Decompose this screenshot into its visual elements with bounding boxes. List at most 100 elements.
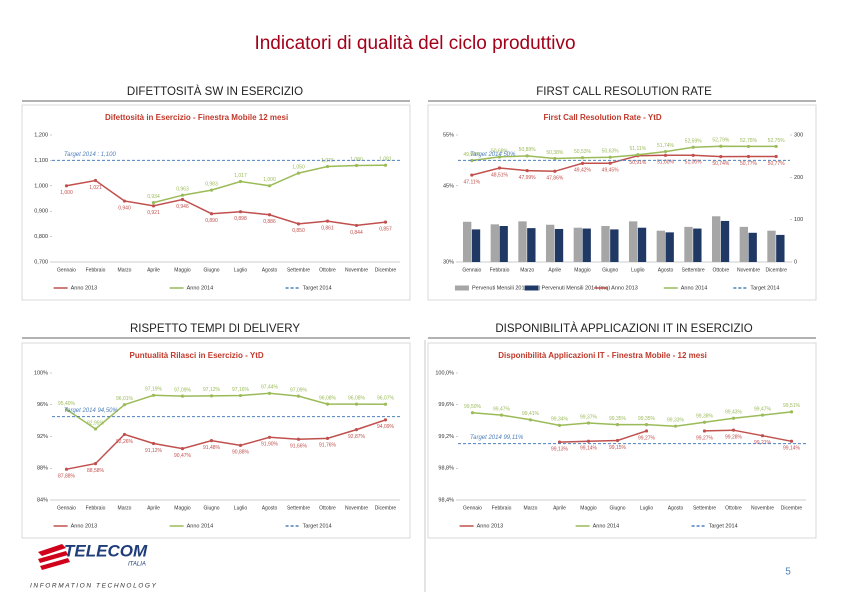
point (383, 418, 388, 422)
line-series (471, 154, 777, 176)
panel-heading: RISPETTO TEMPI DI DELIVERY (130, 323, 300, 335)
point (151, 200, 156, 205)
data-label: 50,74% (712, 161, 730, 167)
point (383, 163, 388, 167)
data-label: 0,850 (292, 228, 305, 234)
data-label: 99,47% (493, 406, 511, 412)
point (238, 179, 243, 184)
point (238, 443, 243, 447)
data-label: 1,050 (292, 164, 305, 170)
x-tick-label: Marzo (118, 505, 132, 511)
x-tick-label: Settembre (287, 505, 310, 511)
data-label: 1,081 (379, 157, 392, 163)
data-label: 47,11% (464, 179, 481, 185)
x-tick-label: Agosto (262, 267, 278, 273)
y-tick-label: 99,6% (438, 402, 454, 408)
chart-frame (21, 104, 411, 301)
data-label: 51,00% (685, 160, 703, 166)
data-label: 52,75% (768, 138, 786, 144)
point (702, 420, 707, 424)
point (325, 219, 330, 223)
bar (582, 228, 591, 262)
point (719, 155, 723, 159)
logo: TELECOM ITALIA (38, 541, 148, 570)
point (702, 429, 707, 433)
chart: Disponibilità Applicazioni IT - Finestra… (427, 342, 817, 539)
point (553, 156, 557, 161)
data-label: 97,44% (261, 385, 279, 391)
point (267, 184, 272, 188)
point (553, 169, 557, 173)
bar (711, 216, 721, 262)
x-tick-label: Luglio (631, 267, 645, 273)
y-tick-label: 1,100 (34, 158, 48, 164)
data-label: 50,77% (768, 161, 786, 167)
data-label: 90,88% (232, 450, 250, 456)
chart: Puntualità Rilasci in Esercizio - YtD 84%… (21, 342, 411, 539)
point (180, 193, 185, 197)
point (608, 161, 612, 165)
y-tick-label: 84% (37, 497, 48, 503)
data-label: 51,00% (657, 160, 675, 166)
y-tick-label: 0,900 (34, 209, 48, 215)
data-label: 97,12% (203, 387, 221, 393)
data-label: 94,09% (377, 424, 395, 430)
point (789, 410, 794, 414)
data-label: 52,59% (685, 139, 703, 145)
bar (720, 220, 730, 262)
data-label: 49,45% (602, 168, 620, 174)
point (615, 422, 620, 427)
data-label: 99,35% (638, 416, 656, 422)
legend-label: Anno 2014 (681, 285, 708, 291)
legend-label: Anno 2014 (187, 523, 214, 529)
data-label: 99,37% (580, 414, 598, 420)
y-tick-label: 96% (37, 402, 48, 408)
point (731, 428, 736, 432)
point (209, 212, 214, 216)
data-label: 96,01% (116, 396, 134, 402)
bar (637, 227, 647, 262)
data-label: 52,79% (712, 138, 730, 144)
point (528, 418, 533, 422)
data-label: 0,983 (205, 181, 218, 187)
point (151, 393, 156, 397)
point (64, 467, 69, 471)
x-tick-label: Giugno (203, 267, 219, 273)
y-tick-label: 99,2% (438, 434, 454, 440)
data-label: 99,47% (754, 406, 772, 412)
data-label: 99,51% (783, 403, 801, 409)
bar (462, 221, 472, 262)
data-label: 92,95% (87, 420, 105, 426)
point (354, 402, 359, 406)
y2-tick-label: 0 (794, 259, 797, 265)
x-tick-label: Febbraio (86, 505, 106, 511)
x-tick-label: Novembre (345, 505, 368, 511)
chart-frame (21, 342, 411, 539)
data-label: 0,934 (147, 194, 160, 200)
y-tick-label: 100,0% (435, 370, 454, 376)
point (746, 144, 751, 149)
chart-title: First Call Resolution Rate - YtD (544, 113, 662, 122)
point (122, 432, 127, 437)
bar (684, 226, 693, 262)
bar (628, 221, 638, 262)
point (608, 155, 612, 159)
panel-heading: DIFETTOSITÀ SW IN ESERCIZIO (127, 85, 303, 98)
legend-label: Anno 2013 (611, 285, 638, 291)
point (267, 435, 272, 439)
data-label: 1,021 (89, 185, 102, 191)
bar (610, 229, 619, 262)
point (238, 210, 243, 214)
x-tick-label: Giugno (602, 267, 618, 273)
point (691, 153, 695, 157)
legend-label: Target 2014 (709, 523, 738, 529)
point (557, 440, 562, 444)
data-label: 0,898 (234, 216, 247, 222)
x-tick-label: Marzo (118, 267, 132, 273)
data-label: 99,14% (580, 446, 598, 452)
y-tick-label: 0,800 (34, 234, 48, 240)
point (209, 188, 214, 192)
point (354, 223, 359, 228)
data-label: 99,41% (522, 411, 540, 417)
x-tick-label: Agosto (668, 505, 684, 511)
